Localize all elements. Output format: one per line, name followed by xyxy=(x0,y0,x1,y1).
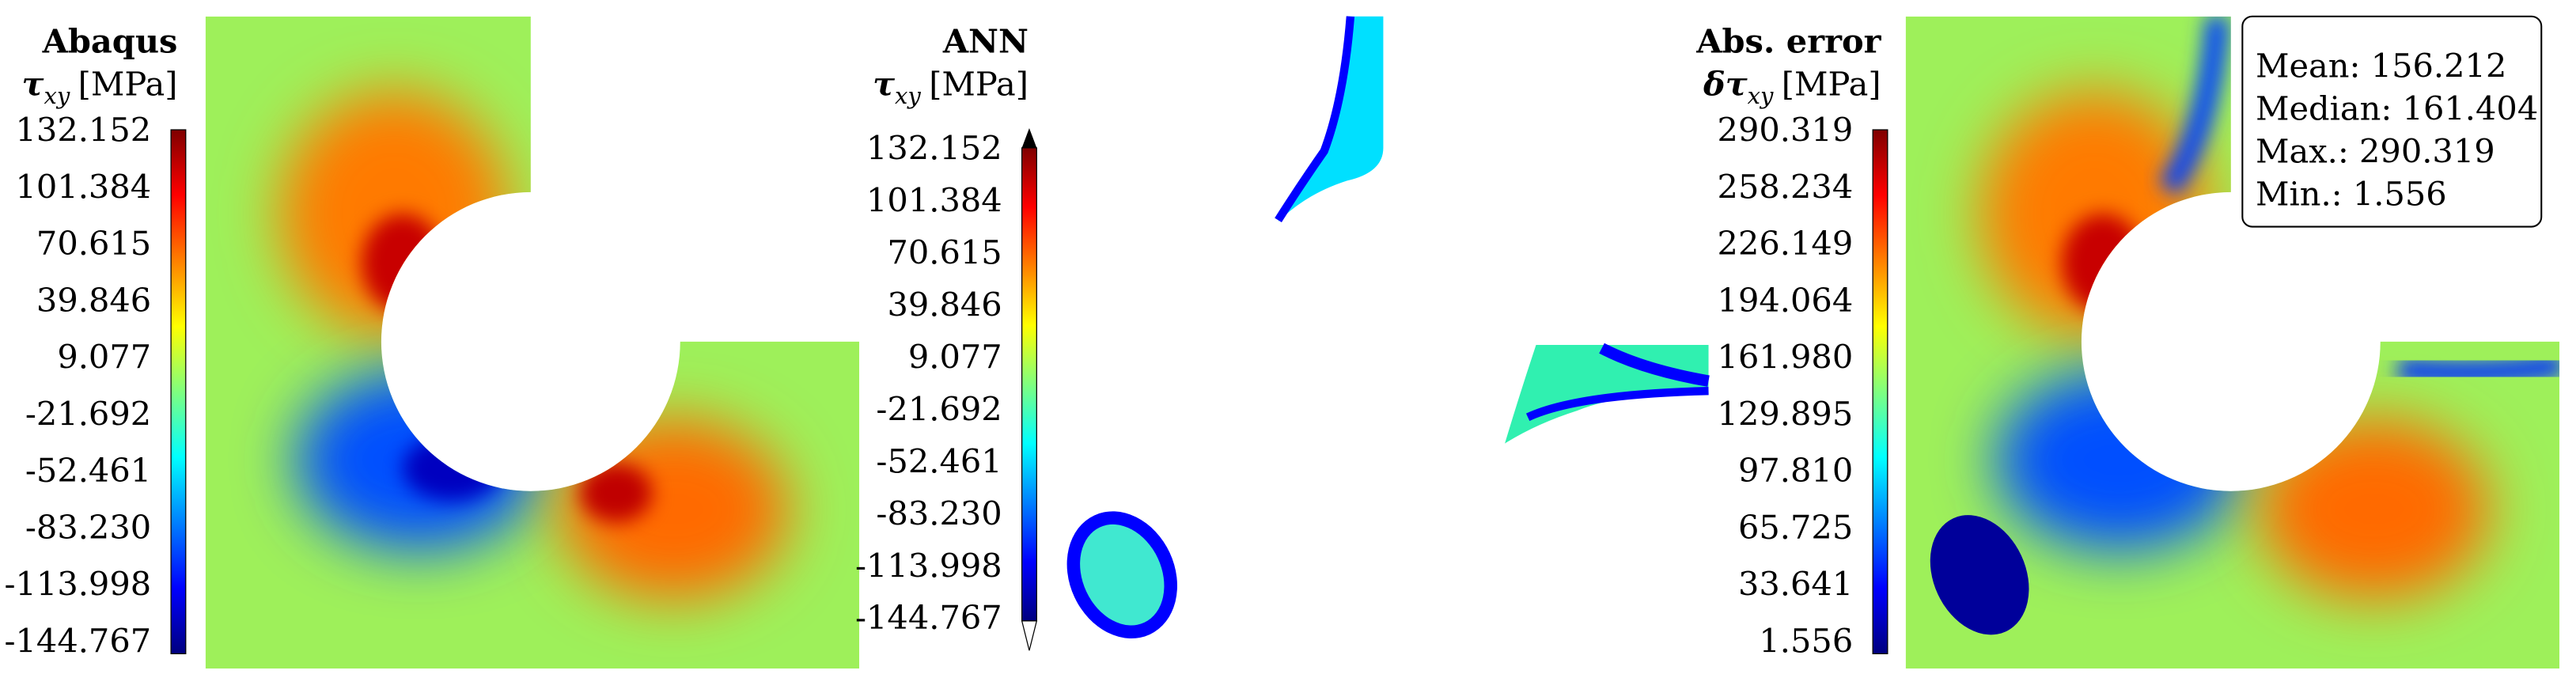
colorbar-tick-label: -21.692 xyxy=(876,389,1002,428)
colorbar-tick-label: 129.895 xyxy=(1718,394,1854,433)
colorbar-tick-label: 9.077 xyxy=(57,338,151,377)
unit: [MPa] xyxy=(929,64,1029,103)
colorbar-tick-label: -113.998 xyxy=(855,546,1002,585)
colorbar-tick-label: 9.077 xyxy=(908,337,1002,376)
colorbar-tick-label: -144.767 xyxy=(4,621,151,660)
colorbar xyxy=(170,129,187,654)
colorbar-tick-label: 33.641 xyxy=(1738,565,1853,604)
stat-line: Max.: 290.319 xyxy=(2256,132,2495,171)
colorbar-tick-label: 39.846 xyxy=(887,285,1002,324)
quantity-label: τxy [MPa] xyxy=(873,64,1029,108)
field-abaqus xyxy=(205,16,860,669)
colorbar-tick-label: 132.152 xyxy=(866,128,1002,167)
quantity-label: τxy [MPa] xyxy=(22,64,178,108)
colorbar-tick-label: 65.725 xyxy=(1738,508,1853,547)
subscript: xy xyxy=(895,82,921,109)
colorbar-tick-label: 258.234 xyxy=(1718,167,1854,206)
colorbar-tick-label: -83.230 xyxy=(25,508,151,547)
stats-box xyxy=(2241,15,2543,228)
colorbar-tick-label: 194.064 xyxy=(1718,281,1854,320)
colorbar-tick-label: -21.692 xyxy=(25,394,151,433)
stat-line: Median: 161.404 xyxy=(2256,89,2538,128)
colorbar xyxy=(1872,129,1888,654)
stat-line: Mean: 156.212 xyxy=(2256,47,2506,85)
colorbar-tick-label: 226.149 xyxy=(1718,224,1854,263)
subscript: xy xyxy=(1748,82,1774,109)
colorbar-tick-label: -52.461 xyxy=(25,451,151,490)
colorbar xyxy=(1021,127,1038,651)
symbol: τ xyxy=(22,64,44,103)
stat-line: Min.: 1.556 xyxy=(2256,175,2447,214)
symbol: δτ xyxy=(1703,64,1748,103)
colorbar-tick-label: 70.615 xyxy=(36,224,151,263)
colorbar-tick-label: 97.810 xyxy=(1738,451,1853,490)
colorbar-tick-label: -113.998 xyxy=(4,565,151,604)
colorbar-tick-label: 39.846 xyxy=(36,281,151,320)
colorbar-tick-label: 161.980 xyxy=(1718,338,1854,377)
panel-title: Abs. error xyxy=(1695,21,1881,60)
colorbar-tick-label: 132.152 xyxy=(15,111,151,150)
colorbar-tick-label: 70.615 xyxy=(887,233,1002,271)
colorbar-tick-label: 290.319 xyxy=(1718,111,1854,150)
colorbar-tick-label: 101.384 xyxy=(866,180,1002,219)
panel-title: ANN xyxy=(942,21,1029,60)
quantity-label: δτxy [MPa] xyxy=(1703,64,1881,108)
colorbar-tick-label: 101.384 xyxy=(15,167,151,206)
colorbar-tick-label: 1.556 xyxy=(1759,621,1853,660)
unit: [MPa] xyxy=(78,64,178,103)
subscript: xy xyxy=(44,82,70,109)
colorbar-tick-label: -83.230 xyxy=(876,494,1002,532)
colorbar-tick-label: -52.461 xyxy=(876,441,1002,480)
panel-title: Abaqus xyxy=(42,21,178,60)
field-ann xyxy=(1066,16,1710,639)
symbol: τ xyxy=(873,64,895,103)
unit: [MPa] xyxy=(1782,64,1881,103)
colorbar-tick-label: -144.767 xyxy=(855,598,1002,637)
